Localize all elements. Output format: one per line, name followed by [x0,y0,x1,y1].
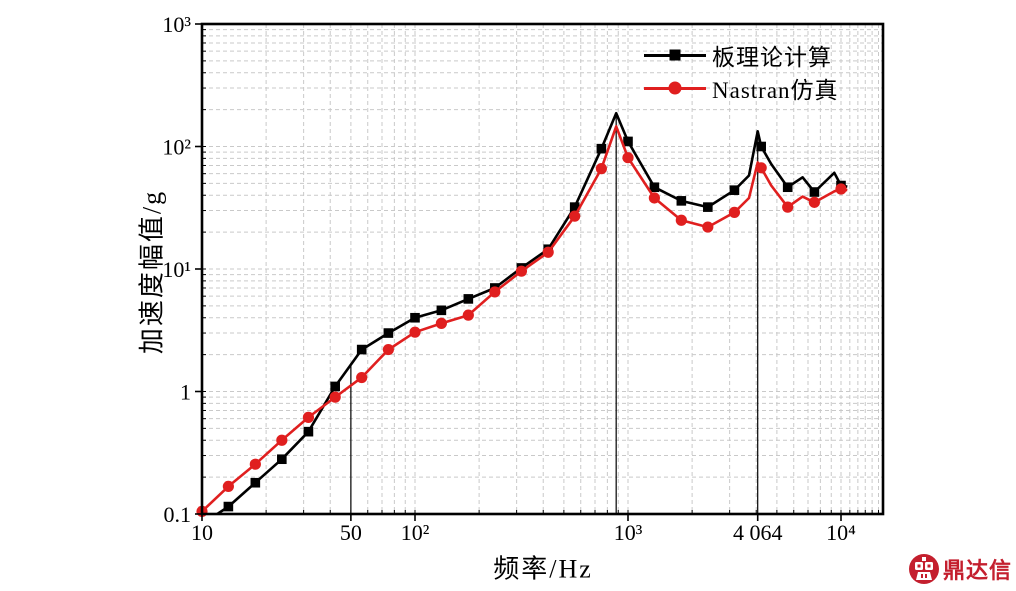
legend-label-nastran: Nastran仿真 [712,78,839,103]
plate-theory-line-swatch [644,42,706,68]
grid-lines [202,24,883,514]
major-ticks [195,23,842,521]
svg-text:10²: 10² [162,135,191,160]
svg-text:10³: 10³ [614,520,643,545]
series-nastran [196,125,848,518]
svg-text:1: 1 [180,380,191,405]
legend-entry-plate-theory: 板理论计算 [644,42,839,70]
resonance-marker-lines [350,113,759,514]
svg-text:0.1: 0.1 [164,502,192,527]
svg-text:10³: 10³ [162,12,191,37]
legend-entry-nastran: Nastran仿真 [644,75,839,103]
x-axis-title: 频率/Hz [493,554,593,584]
series-markers [196,152,847,518]
series-line [201,125,848,513]
legend-label-plate-theory: 板理论计算 [712,45,832,70]
svg-text:10²: 10² [401,520,430,545]
svg-text:10: 10 [191,520,213,545]
y-axis-title: 加速度幅值/g [137,189,167,355]
svg-text:10¹: 10¹ [162,257,191,282]
legend: 板理论计算 Nastran仿真 [644,42,839,103]
watermark: 鼎达信 [908,553,1012,585]
circle-marker-icon [668,81,682,95]
dingdaxin-logo-icon [908,554,939,584]
nastran-line-swatch [644,75,706,101]
svg-text:50: 50 [340,520,362,545]
svg-text:10⁴: 10⁴ [826,520,856,545]
svg-text:4 064: 4 064 [733,520,783,545]
watermark-text: 鼎达信 [942,558,1012,583]
tick-labels: 10 50 10² 10³ 4 064 10⁴ 0.1 1 10¹ 10² 10³ [162,12,856,545]
square-marker-icon [669,49,681,61]
